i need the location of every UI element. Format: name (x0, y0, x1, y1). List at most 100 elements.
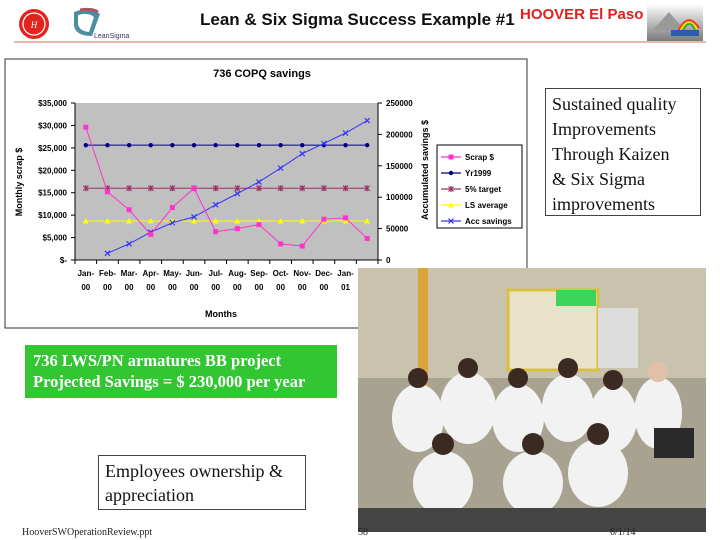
x-tick-label: 00 (298, 283, 307, 292)
data-point-acc-savings (212, 201, 219, 208)
data-point-scrap (234, 226, 240, 232)
y2-tick-label: 100000 (386, 193, 413, 202)
y2-tick-label: 50000 (386, 225, 409, 234)
x-tick-label: Jan- (78, 269, 95, 278)
legend-entry: Yr1999 (465, 169, 492, 178)
data-point-yr1999 (126, 142, 132, 148)
data-point-5-target (212, 185, 219, 192)
projected-savings: Projected Savings = $ 230,000 per year (33, 372, 306, 391)
data-point-ls-average (147, 217, 154, 224)
data-point-5-target (342, 185, 349, 192)
x-tick-label: 00 (255, 283, 264, 292)
x-tick-label: Nov- (293, 269, 311, 278)
series-ls-average (82, 217, 371, 224)
data-point-scrap (126, 207, 132, 213)
footer-date: 6/1/14 (610, 527, 636, 538)
data-point-yr1999 (191, 142, 197, 148)
data-point-acc-savings (169, 219, 176, 226)
x-tick-label: 00 (276, 283, 285, 292)
data-point-5-target (234, 185, 241, 192)
data-point-yr1999 (213, 142, 218, 148)
data-point-5-target (364, 185, 371, 192)
data-point-ls-average (191, 217, 198, 224)
slide-title: Lean & Six Sigma Success Example #1 (200, 10, 515, 29)
data-point-scrap (148, 231, 154, 237)
y-tick-label: $30,000 (38, 121, 67, 130)
x-tick-label: 00 (168, 283, 177, 292)
series-scrap (83, 124, 370, 249)
data-point-acc-savings (299, 150, 306, 157)
quality-line: & Six Sigma (552, 169, 646, 189)
x-tick-label: Dec- (315, 269, 333, 278)
y2-axis-label: Accumulated savings $ (420, 120, 430, 220)
x-tick-label: May- (163, 269, 182, 278)
legend-entry: LS average (465, 201, 508, 210)
x-tick-label: Feb- (99, 269, 116, 278)
data-point-acc-savings (342, 130, 349, 137)
data-point-scrap (321, 216, 327, 222)
data-point-acc-savings (256, 179, 262, 185)
data-point-acc-savings (364, 117, 371, 124)
quality-line: Improvements (552, 119, 656, 139)
x-tick-label: Oct- (273, 269, 289, 278)
chart-legend: Scrap $ Yr1999 5% target LS average Acc savi… (436, 144, 523, 229)
data-point-acc-savings (320, 140, 327, 147)
data-point-scrap (299, 243, 305, 249)
chart-title: 736 COPQ savings (213, 68, 311, 80)
data-point-acc-savings (104, 250, 111, 257)
data-point-yr1999 (105, 142, 110, 148)
data-point-yr1999 (83, 142, 89, 148)
data-point-ls-average (277, 217, 284, 224)
quality-line: improvements (552, 194, 655, 214)
y-tick-label: $35,000 (38, 99, 67, 108)
data-point-yr1999 (364, 142, 370, 148)
data-point-yr1999 (343, 142, 348, 148)
data-point-scrap (104, 189, 110, 195)
data-point-ls-average (212, 217, 219, 224)
employees-callout: Employees ownership & appreciation (98, 455, 306, 510)
data-point-ls-average (82, 217, 89, 224)
data-point-ls-average (299, 217, 306, 224)
data-point-5-target (256, 185, 262, 192)
x-tick-label: 01 (341, 283, 350, 292)
x-tick-label: 00 (190, 283, 199, 292)
project-savings-callout: 736 LWS/PN armatures BB project Projecte… (25, 345, 337, 398)
x-tick-label: Aug- (228, 269, 247, 278)
hoover-logo: H (19, 9, 49, 39)
legend-marker (448, 218, 454, 224)
y-tick-label: $15,000 (38, 189, 67, 198)
x-tick-label: Apr- (143, 269, 160, 278)
data-point-5-target (169, 185, 176, 192)
quality-line: Through Kaizen (552, 144, 670, 164)
data-point-scrap (256, 222, 262, 228)
data-point-yr1999 (300, 142, 305, 148)
leansigma-logo: LeanSigma (74, 7, 130, 40)
data-point-yr1999 (235, 142, 240, 148)
svg-text:LeanSigma: LeanSigma (94, 33, 130, 40)
project-name: 736 LWS/PN armatures BB project (33, 351, 282, 370)
data-point-5-target (82, 185, 89, 192)
x-tick-label: 00 (81, 283, 90, 292)
x-tick-label: 00 (146, 283, 155, 292)
data-point-scrap (83, 124, 89, 130)
plot-area (75, 103, 378, 260)
x-axis-label: Months (205, 309, 237, 319)
series-line-scrap (85, 127, 368, 247)
legend-marker (448, 170, 454, 176)
data-point-ls-average (342, 217, 349, 224)
legend-entry: Scrap $ (465, 153, 494, 162)
y-tick-label: $5,000 (43, 234, 68, 243)
data-point-ls-average (364, 217, 371, 224)
quality-line: Sustained quality (552, 94, 677, 114)
data-point-scrap (343, 215, 349, 221)
svg-text:H: H (30, 20, 38, 30)
data-point-acc-savings (191, 213, 197, 220)
header-divider (14, 41, 706, 43)
x-tick-label: 00 (211, 283, 220, 292)
x-tick-label: 00 (319, 283, 328, 292)
x-tick-label: Mar- (121, 269, 138, 278)
data-point-scrap (169, 205, 175, 211)
data-point-acc-savings (126, 240, 133, 247)
data-point-yr1999 (148, 142, 153, 148)
